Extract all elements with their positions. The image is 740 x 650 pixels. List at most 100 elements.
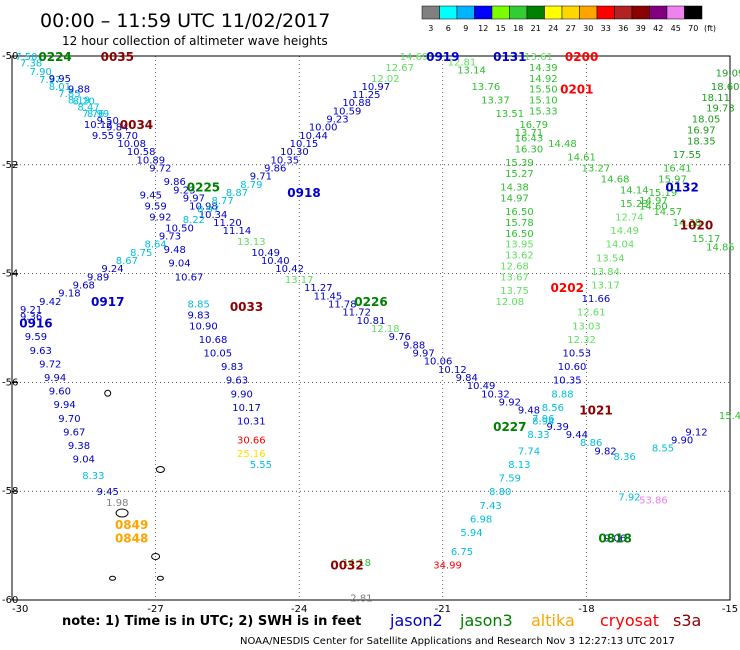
color-scale-swatch bbox=[439, 5, 458, 20]
wave-height-value: 10.06 bbox=[424, 357, 453, 368]
wave-height-value: 10.59 bbox=[333, 106, 362, 117]
wave-height-value: 7.59 bbox=[499, 474, 521, 485]
wave-height-value: 10.12 bbox=[84, 120, 113, 131]
satellite-legend-jason2: jason2 bbox=[389, 611, 443, 630]
wave-height-value: 13.67 bbox=[500, 272, 529, 283]
wave-height-value: 14.85 bbox=[706, 242, 735, 253]
wave-height-value: 13.14 bbox=[457, 66, 486, 77]
wave-height-value: 9.68 bbox=[73, 280, 95, 291]
wave-height-value: 12.68 bbox=[500, 261, 529, 272]
wave-height-value: 11.78 bbox=[328, 300, 357, 311]
pass-time-label: 1021 bbox=[579, 404, 612, 418]
wave-height-value: 8.80 bbox=[489, 487, 511, 498]
wave-height-value: 10.49 bbox=[251, 248, 280, 259]
color-scale-label: 33 bbox=[601, 24, 611, 33]
island-outline bbox=[155, 465, 165, 473]
wave-height-value: 14.69 bbox=[400, 52, 429, 63]
wave-height-value: 8.79 bbox=[240, 180, 262, 191]
color-scale-swatch bbox=[666, 5, 685, 20]
wave-height-value: 8.88 bbox=[551, 389, 573, 400]
color-scale-label: 15 bbox=[496, 24, 506, 33]
wave-height-value: 13.27 bbox=[582, 164, 611, 175]
wave-height-value: 9.90 bbox=[671, 436, 693, 447]
wave-height-value: 8.85 bbox=[188, 300, 210, 311]
wave-height-value: 13.54 bbox=[596, 253, 625, 264]
color-scale-swatch bbox=[474, 5, 493, 20]
wave-height-value: 9.73 bbox=[159, 232, 181, 243]
chart-subtitle: 12 hour collection of altimeter wave hei… bbox=[62, 34, 328, 48]
satellite-legend: jason2 jason3 altika cryosat s3a bbox=[389, 611, 701, 630]
satellite-legend-s3a: s3a bbox=[673, 611, 701, 630]
wave-height-value: 16.43 bbox=[515, 134, 544, 145]
color-scale-swatch bbox=[684, 5, 703, 20]
wave-height-value: 9.42 bbox=[39, 297, 61, 308]
pass-time-label: 0034 bbox=[120, 118, 153, 132]
wave-height-value: 15.78 bbox=[505, 218, 534, 229]
wave-height-value: 8.33 bbox=[527, 430, 549, 441]
x-tick-label: -21 bbox=[435, 604, 451, 615]
wave-height-value: 15.97 bbox=[658, 174, 687, 185]
color-scale-label: 30 bbox=[583, 24, 593, 33]
wave-height-value: 9.88 bbox=[68, 85, 90, 96]
pass-time-label: 0848 bbox=[115, 531, 148, 545]
wave-height-value: 10.81 bbox=[357, 316, 386, 327]
wave-height-value: 14.68 bbox=[601, 174, 630, 185]
wave-height-value: 13.62 bbox=[505, 251, 534, 262]
wave-height-value: 7.76 bbox=[82, 109, 104, 120]
wave-height-value: 14.97 bbox=[500, 193, 529, 204]
pass-time-label: 0849 bbox=[115, 518, 148, 532]
wave-height-value: 10.44 bbox=[299, 131, 328, 142]
wave-height-value: 10.17 bbox=[232, 403, 261, 414]
wave-height-value: 9.88 bbox=[403, 340, 425, 351]
wave-height-value: 13.17 bbox=[285, 275, 314, 286]
color-scale-label: 36 bbox=[618, 24, 628, 33]
pass-time-label: 0918 bbox=[287, 186, 320, 200]
wave-height-value: 14.14 bbox=[620, 185, 649, 196]
wave-height-value: 9.60 bbox=[49, 387, 71, 398]
wave-height-value: 7.92 bbox=[618, 493, 640, 504]
pass-time-label: 0202 bbox=[551, 281, 584, 295]
wave-height-value: 16.97 bbox=[687, 125, 716, 136]
color-scale-swatch bbox=[614, 5, 633, 20]
color-scale-swatch bbox=[544, 5, 563, 20]
wave-height-value: 10.67 bbox=[175, 272, 204, 283]
y-tick-label: -56 bbox=[2, 377, 18, 388]
wave-height-value: 17.55 bbox=[673, 150, 702, 161]
wave-height-value: 15.50 bbox=[529, 85, 558, 96]
wave-height-value: 18.11 bbox=[701, 93, 730, 104]
wave-height-value: 14.04 bbox=[606, 240, 635, 251]
footer-note: note: 1) Time is in UTC; 2) SWH is in fe… bbox=[62, 614, 361, 629]
wave-height-value: 9.63 bbox=[226, 376, 248, 387]
wave-height-value: 10.15 bbox=[290, 139, 319, 150]
wave-height-value: 10.60 bbox=[558, 362, 587, 373]
wave-height-value: 9.45 bbox=[97, 487, 119, 498]
wave-height-value: 12.74 bbox=[615, 212, 644, 223]
footer-credit: NOAA/NESDIS Center for Satellite Applica… bbox=[240, 636, 675, 647]
x-tick-label: -24 bbox=[291, 604, 307, 615]
wave-height-value: 9.84 bbox=[106, 123, 128, 134]
wave-height-value: 16.50 bbox=[505, 229, 534, 240]
wave-height-value: 15.4 bbox=[719, 411, 740, 422]
x-tick-label: -27 bbox=[147, 604, 163, 615]
wave-height-value: 9.48 bbox=[518, 406, 540, 417]
wave-height-value: 19.73 bbox=[706, 104, 735, 115]
wave-height-value: 9.55 bbox=[92, 131, 114, 142]
pass-time-label: 0035 bbox=[101, 50, 134, 64]
wave-height-value: 9.23 bbox=[173, 185, 195, 196]
pass-time-label: 0917 bbox=[91, 295, 124, 309]
wave-height-value: 13.71 bbox=[515, 128, 544, 139]
wave-height-value: 14.18 bbox=[342, 558, 371, 569]
wave-height-value: 8.56 bbox=[542, 403, 564, 414]
wave-height-value: 12.67 bbox=[385, 63, 414, 74]
y-tick-label: -60 bbox=[2, 595, 18, 606]
wave-height-value: 15.10 bbox=[529, 96, 558, 107]
color-scale-swatch bbox=[579, 5, 598, 20]
wave-height-value: 10.98 bbox=[189, 202, 218, 213]
wave-height-value: 10.30 bbox=[280, 147, 309, 158]
wave-height-value: 15.33 bbox=[529, 106, 558, 117]
wave-height-value: 8.55 bbox=[652, 444, 674, 455]
island-outline bbox=[115, 508, 129, 518]
wave-height-value: 15.27 bbox=[505, 169, 534, 180]
wave-height-value: 9.21 bbox=[20, 305, 42, 316]
